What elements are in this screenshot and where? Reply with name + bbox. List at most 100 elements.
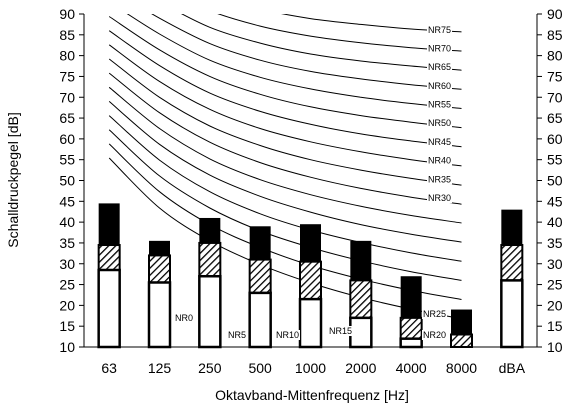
bars: [97, 203, 524, 349]
nr-curve-nr45: [108, 30, 462, 148]
y-tick-label: 65: [59, 110, 75, 126]
y-tick-label: 50: [59, 173, 75, 189]
bar-hatched-2000: [349, 279, 373, 319]
y-tick-label: 15: [59, 318, 75, 334]
y-tick-label: 60: [59, 131, 75, 147]
y-tick-label: 90: [59, 6, 75, 22]
nr-label-nr75: NR75: [428, 25, 451, 35]
x-axis-title: Oktavband-Mittenfrequenz [Hz]: [215, 387, 409, 403]
nr-curve-nr50: [108, 16, 462, 129]
nr-curve-nr40: [108, 44, 462, 167]
nr-label-nr10: NR10: [276, 330, 299, 340]
nr-label-nr0: NR0: [175, 313, 193, 323]
x-tick-label: 125: [148, 360, 172, 376]
nr-label-bg: [427, 193, 453, 204]
nr-label-bg: [427, 24, 453, 35]
nr-curve-nr30: [108, 72, 462, 205]
bar-hatched-250: [198, 241, 222, 278]
bar-black-125: [149, 240, 170, 256]
y-tick-label-right: 35: [547, 235, 563, 251]
bar-white-2000: [349, 316, 373, 349]
nr-label-nr45: NR45: [428, 137, 451, 147]
nr-curve-nr35: [108, 58, 462, 186]
nr-label-bg: [328, 326, 354, 336]
nr-curve-nr55: [126, 14, 462, 109]
nr-label-bg: [227, 330, 248, 340]
bar-hatched-1000: [299, 260, 322, 301]
nr-label-bg: [427, 136, 453, 147]
nr-curve-nr80: [109, 0, 461, 13]
bar-white-250: [198, 274, 222, 349]
nr-label-nr20: NR20: [423, 330, 446, 340]
nr-label-nr15: NR15: [329, 326, 352, 336]
y-tick-label-right: 70: [547, 89, 563, 105]
bar-hatched-4000: [399, 316, 423, 340]
y-tick-label-right: 90: [547, 6, 563, 22]
nr-curve-nr15: [108, 115, 462, 262]
y-tick-label-right: 30: [547, 256, 563, 272]
x-tick-label: 8000: [446, 360, 477, 376]
bar-white-500: [248, 291, 272, 349]
y-tick-label-right: 10: [547, 339, 563, 355]
nr-curve-nr60: [151, 14, 462, 90]
bar-white-125: [147, 281, 172, 349]
nr-label-bg: [427, 62, 453, 73]
nr-label-nr60: NR60: [428, 81, 451, 91]
y-tick-label-right: 50: [547, 173, 563, 189]
x-tick-label: 2000: [345, 360, 376, 376]
y-axis-title: Schalldruckpegel [dB]: [5, 112, 21, 247]
y-tick-label-right: 15: [547, 318, 563, 334]
nr-label-nr35: NR35: [428, 174, 451, 184]
nr-label-bg: [427, 80, 453, 91]
y-tick-label: 35: [59, 235, 75, 251]
nr-curve-labels: NR0 NR5 NR10 NR15 NR20 NR25 NR30 NR35 NR40 NR45 NR…: [174, 24, 453, 340]
x-tick-label: 63: [101, 360, 117, 376]
y-tick-label: 20: [59, 297, 75, 313]
y-tick-label: 85: [59, 27, 75, 43]
bar-white-dBA: [500, 279, 524, 349]
nr-curve-nr65: [180, 14, 462, 71]
bar-black-500: [249, 226, 271, 260]
y-tick-label: 75: [59, 68, 75, 84]
y-tick-label: 45: [59, 193, 75, 209]
nr-curve-nr10: [108, 129, 462, 281]
y-tick-label: 80: [59, 48, 75, 64]
nr-label-nr30: NR30: [428, 193, 451, 203]
bar-white-4000: [399, 337, 423, 349]
nr-label-nr70: NR70: [428, 44, 451, 54]
y-tick-label: 70: [59, 89, 75, 105]
nr-curve-nr20: [108, 101, 462, 243]
nr-label-bg: [275, 330, 301, 340]
bar-black-2000: [350, 240, 372, 281]
y-tick-label: 25: [59, 277, 75, 293]
y-tick-label-right: 45: [547, 193, 563, 209]
nr-label-bg: [427, 118, 453, 129]
nr-label-bg: [174, 313, 195, 323]
y-tick-label-right: 20: [547, 297, 563, 313]
y-tick-label-right: 65: [547, 110, 563, 126]
nr-curves: [108, 0, 462, 320]
nr-curve-nr25: [108, 86, 462, 224]
y-tick-label-right: 55: [547, 152, 563, 168]
x-tick-label: 500: [248, 360, 272, 376]
nr-label-nr25: NR25: [423, 309, 446, 319]
x-tick-label: 1000: [295, 360, 326, 376]
nr-label-bg: [422, 309, 448, 319]
bar-hatched-63: [97, 244, 121, 271]
nr-label-nr65: NR65: [428, 62, 451, 72]
bar-black-63: [98, 203, 120, 246]
nr-label-bg: [422, 330, 448, 340]
nr-curve-nr75: [280, 14, 462, 33]
nr-label-nr55: NR55: [428, 99, 451, 109]
bar-hatched-500: [248, 258, 272, 294]
bar-black-1000: [300, 224, 321, 262]
nr-label-nr50: NR50: [428, 118, 451, 128]
bar-black-4000: [400, 276, 422, 318]
bar-black-250: [199, 217, 221, 243]
x-tick-label: dBA: [499, 360, 526, 376]
y-tick-label-right: 25: [547, 277, 563, 293]
bar-black-dBA: [501, 209, 523, 246]
y-tick-label-right: 60: [547, 131, 563, 147]
y-tick-label-right: 85: [547, 27, 563, 43]
